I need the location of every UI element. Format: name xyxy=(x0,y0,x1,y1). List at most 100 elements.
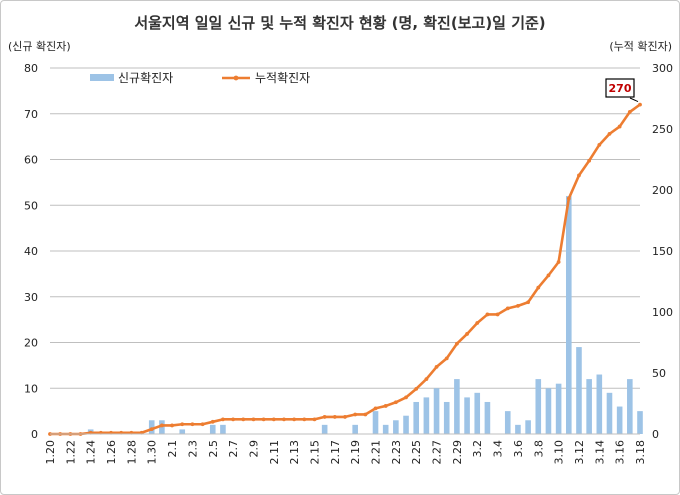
x-tick-label: 2.17 xyxy=(329,440,342,465)
cumulative-cases-point xyxy=(597,142,602,147)
cumulative-cases-point xyxy=(343,415,347,419)
cumulative-cases-line xyxy=(50,103,641,436)
new-cases-bar xyxy=(464,397,470,434)
new-cases-bar xyxy=(606,392,613,434)
cumulative-cases-point xyxy=(231,417,236,422)
new-cases-bar xyxy=(454,379,460,434)
cumulative-cases-point xyxy=(526,300,531,305)
cumulative-cases-point xyxy=(282,417,286,422)
x-tick-label: 2.13 xyxy=(288,440,301,465)
cumulative-cases-point xyxy=(373,406,378,411)
right-y-tick-label: 100 xyxy=(652,306,673,319)
cumulative-cases-point xyxy=(170,423,174,428)
new-cases-bar xyxy=(555,383,562,434)
cumulative-cases-point xyxy=(210,419,215,424)
new-cases-bar xyxy=(576,347,582,434)
x-tick-label: 2.15 xyxy=(308,440,321,465)
x-tick-label: 2.1 xyxy=(166,440,179,458)
cumulative-cases-point xyxy=(241,417,246,422)
right-axis-unit-label: (누적 확진자) xyxy=(609,40,672,53)
x-tick-label: 3.4 xyxy=(492,440,505,458)
cumulative-cases-point xyxy=(261,417,266,422)
cumulative-cases-point xyxy=(444,356,449,361)
new-cases-bar xyxy=(627,379,633,434)
y-gridlines xyxy=(50,67,640,435)
new-cases-bar xyxy=(423,397,430,434)
legend-cumulative-label: 누적확진자 xyxy=(255,71,310,85)
new-cases-bar xyxy=(525,420,531,434)
new-cases-bars xyxy=(87,196,643,434)
cumulative-cases-point xyxy=(556,260,561,264)
new-cases-bar xyxy=(321,424,328,434)
left-y-axis-ticks: 0 10 20 30 40 50 60 70 80 xyxy=(24,62,38,441)
x-tick-label: 2.5 xyxy=(207,440,220,458)
new-cases-bar xyxy=(484,401,491,434)
latest-total-callout: 270 xyxy=(605,78,639,103)
right-y-tick-label: 0 xyxy=(652,428,659,441)
left-y-tick-label: 30 xyxy=(24,291,38,304)
cumulative-cases-point xyxy=(332,415,337,419)
x-tick-label: 3.10 xyxy=(553,440,566,465)
cumulative-cases-point xyxy=(414,386,419,391)
new-cases-bar xyxy=(535,379,542,434)
legend: 신규확진자 누적확진자 xyxy=(90,71,310,85)
callout-leader xyxy=(629,97,639,103)
cumulative-cases-point xyxy=(465,332,469,336)
cumulative-cases-point xyxy=(454,341,459,346)
x-tick-label: 3.18 xyxy=(634,440,647,465)
new-cases-bar xyxy=(596,374,603,434)
cumulative-cases-point xyxy=(159,423,164,428)
x-tick-label: 2.21 xyxy=(370,440,383,465)
left-y-tick-label: 0 xyxy=(31,428,38,441)
new-cases-bar xyxy=(209,424,216,434)
cumulative-cases-point xyxy=(180,422,185,427)
left-axis-unit-label: (신규 확진자) xyxy=(8,40,71,53)
x-tick-label: 2.11 xyxy=(268,440,281,465)
x-tick-label: 2.23 xyxy=(390,440,403,465)
x-tick-label: 3.6 xyxy=(512,440,525,458)
left-y-tick-label: 10 xyxy=(24,382,38,395)
cumulative-cases-point xyxy=(292,417,297,422)
x-tick-label: 1.28 xyxy=(125,440,138,465)
right-y-tick-label: 250 xyxy=(652,123,673,136)
cumulative-cases-point xyxy=(271,417,276,422)
x-tick-label: 3.2 xyxy=(471,440,484,458)
x-tick-label: 1.26 xyxy=(105,440,118,465)
new-cases-bar xyxy=(616,406,623,434)
right-y-tick-label: 300 xyxy=(652,62,673,75)
legend-bar-swatch xyxy=(90,74,114,81)
new-cases-bar xyxy=(179,429,186,434)
x-tick-label: 2.3 xyxy=(186,440,199,458)
cumulative-cases-point xyxy=(251,417,256,422)
x-tick-label: 3.16 xyxy=(614,440,627,465)
cumulative-cases-point xyxy=(505,306,510,311)
left-y-tick-label: 70 xyxy=(24,108,38,121)
new-cases-bar xyxy=(403,415,409,434)
left-y-tick-label: 50 xyxy=(24,199,38,212)
x-tick-label: 2.9 xyxy=(247,440,260,458)
x-axis: 1.20 1.22 1.24 1.26 1.28 1.30 2.1 2.3 2.5 2.7 2.9 2… xyxy=(44,433,647,465)
cumulative-cases-point xyxy=(363,412,368,417)
chart-title: 서울지역 일일 신규 및 누적 확진자 현황 (명, 확진(보고)일 기준) xyxy=(134,14,546,32)
left-y-tick-label: 40 xyxy=(24,245,38,258)
x-tick-label: 1.24 xyxy=(85,440,98,465)
new-cases-bar xyxy=(515,424,521,434)
x-tick-label: 2.7 xyxy=(227,440,240,458)
new-cases-bar xyxy=(220,424,226,434)
cumulative-cases-point xyxy=(566,196,571,201)
new-cases-bar xyxy=(637,411,643,434)
new-cases-bar xyxy=(474,392,481,434)
cumulative-cases-point xyxy=(516,304,520,308)
right-y-axis-ticks: 0 50 100 150 200 250 300 xyxy=(652,62,673,441)
left-y-tick-label: 60 xyxy=(24,154,38,167)
new-cases-bar xyxy=(504,411,511,434)
new-cases-bar xyxy=(586,379,592,434)
cumulative-cases-point xyxy=(424,377,429,381)
cumulative-cases-point xyxy=(485,312,490,317)
new-cases-bar xyxy=(565,196,572,434)
cumulative-cases-point xyxy=(149,427,154,432)
left-y-tick-label: 20 xyxy=(24,337,38,350)
cumulative-cases-point xyxy=(383,404,388,408)
x-tick-label: 1.22 xyxy=(64,440,77,465)
